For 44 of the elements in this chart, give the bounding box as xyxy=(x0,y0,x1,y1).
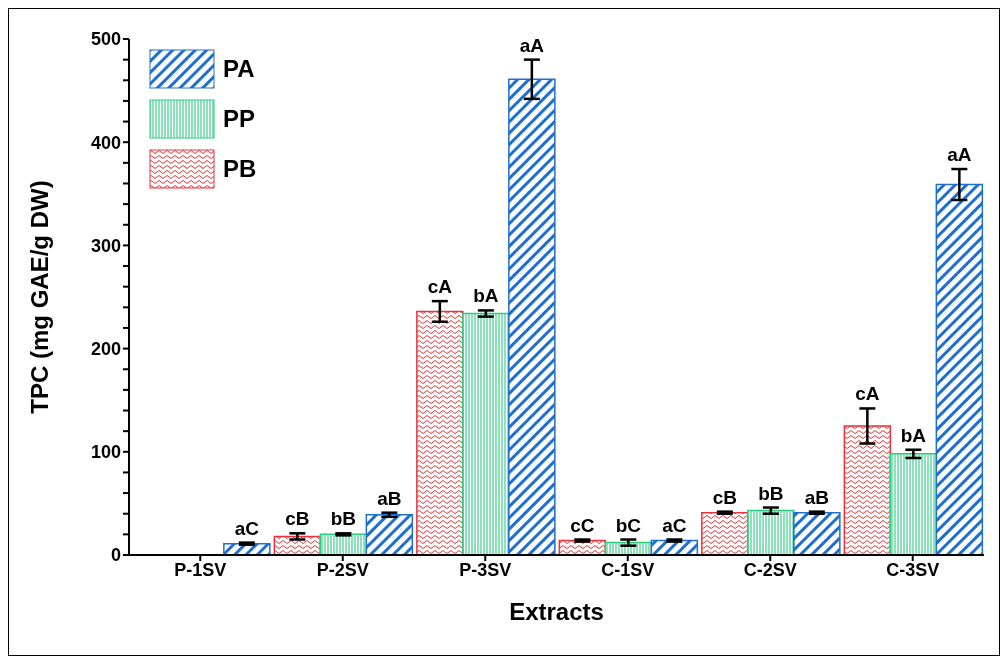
legend-label: PA xyxy=(223,55,255,83)
legend-label: PP xyxy=(223,105,256,133)
data-label: aB xyxy=(377,487,402,509)
bar xyxy=(319,533,368,555)
data-label: aA xyxy=(519,34,545,56)
y-tick-label: 500 xyxy=(90,29,121,50)
bar xyxy=(508,78,556,555)
data-label: aB xyxy=(804,486,829,508)
data-label: aC xyxy=(234,517,260,539)
data-label: cA xyxy=(427,276,453,298)
bar xyxy=(843,425,892,555)
y-axis-title: TPC (mg GAE/g DW) xyxy=(25,180,53,414)
bar xyxy=(701,511,749,555)
x-tick-label: C-2SV xyxy=(743,559,797,580)
data-label: aC xyxy=(662,514,687,536)
bar xyxy=(416,310,464,555)
x-tick-label: C-1SV xyxy=(601,559,655,580)
data-label: bA xyxy=(473,285,499,307)
x-axis-title: Extracts xyxy=(509,598,604,625)
data-label: cA xyxy=(855,383,880,405)
bar xyxy=(793,511,841,555)
data-label: bB xyxy=(758,482,784,504)
bar xyxy=(889,453,938,555)
data-label: cB xyxy=(285,508,310,530)
data-label: bB xyxy=(330,508,357,530)
y-tick-label: 300 xyxy=(90,235,121,256)
bar xyxy=(747,509,795,555)
y-tick-label: 200 xyxy=(90,338,121,359)
bar xyxy=(462,312,510,555)
data-label: aA xyxy=(947,144,972,166)
bar xyxy=(365,514,414,555)
data-label: bC xyxy=(615,514,642,536)
bar xyxy=(935,183,984,555)
y-tick-label: 400 xyxy=(90,132,121,153)
x-tick-label: C-3SV xyxy=(886,559,940,580)
x-tick-label: P-1SV xyxy=(174,559,227,580)
y-tick-label: 100 xyxy=(90,442,121,463)
legend-label: PB xyxy=(223,155,257,183)
data-label: cB xyxy=(712,486,737,508)
x-tick-label: P-3SV xyxy=(459,559,512,580)
data-label: cC xyxy=(570,514,595,536)
y-tick-label: 0 xyxy=(110,545,121,566)
data-label: bA xyxy=(900,424,927,446)
x-tick-label: P-2SV xyxy=(316,559,369,580)
